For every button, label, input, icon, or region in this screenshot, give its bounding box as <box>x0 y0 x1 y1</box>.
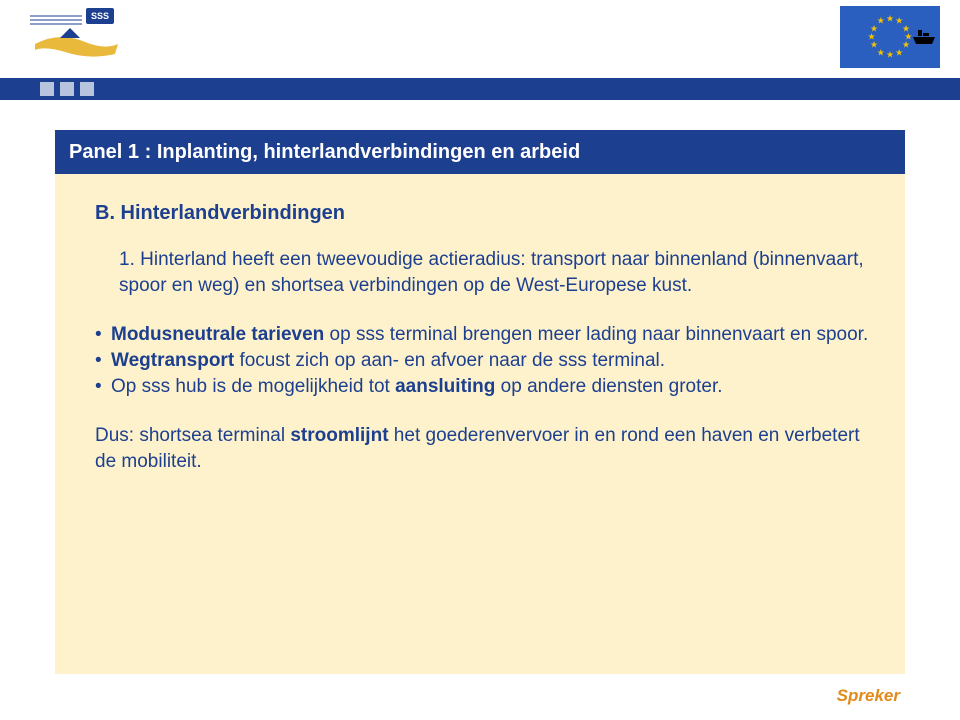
slide-body: B. Hinterlandverbindingen 1. Hinterland … <box>55 174 905 494</box>
bullet-item: • Op sss hub is de mogelijkheid tot aans… <box>95 374 875 400</box>
bullet-pre: Op sss hub is de mogelijkheid tot <box>111 376 395 397</box>
accent-bar <box>0 78 960 100</box>
sss-badge-text: SSS <box>91 11 109 21</box>
bullet-list: • Modusneutrale tarieven op sss terminal… <box>95 322 875 399</box>
conclusion: Dus: shortsea terminal stroomlijnt het g… <box>95 423 875 474</box>
ship-icon <box>912 28 936 46</box>
sss-logo: SSS <box>30 6 120 66</box>
intro-number: 1. <box>119 249 135 270</box>
intro-paragraph: 1. Hinterland heeft een tweevoudige acti… <box>119 247 875 298</box>
slide-content: Panel 1 : Inplanting, hinterlandverbindi… <box>55 130 905 674</box>
bar-square <box>40 82 54 96</box>
title-bar: Panel 1 : Inplanting, hinterlandverbindi… <box>55 130 905 174</box>
bar-square <box>80 82 94 96</box>
footer-label: Spreker <box>837 686 900 706</box>
bullet-rest: focust zich op aan- en afvoer naar de ss… <box>234 350 665 371</box>
bullet-item: • Wegtransport focust zich op aan- en af… <box>95 348 875 374</box>
bullet-item: • Modusneutrale tarieven op sss terminal… <box>95 322 875 348</box>
slide-title: Panel 1 : Inplanting, hinterlandverbindi… <box>69 141 580 164</box>
bullet-bold: Wegtransport <box>111 350 234 371</box>
subtitle: B. Hinterlandverbindingen <box>95 200 875 227</box>
intro-text: Hinterland heeft een tweevoudige actiera… <box>119 249 864 296</box>
conclusion-pre: Dus: shortsea terminal <box>95 425 290 446</box>
bullet-rest: op andere diensten groter. <box>495 376 722 397</box>
bullet-bold: aansluiting <box>395 376 495 397</box>
header-strip: SSS ★ ★ ★ ★ ★ ★ ★ ★ ★ ★ ★ ★ <box>0 0 960 80</box>
bullet-rest: op sss terminal brengen meer lading naar… <box>324 324 868 345</box>
bar-square <box>60 82 74 96</box>
conclusion-bold: stroomlijnt <box>290 425 388 446</box>
bullet-bold: Modusneutrale tarieven <box>111 324 324 345</box>
eu-badge: ★ ★ ★ ★ ★ ★ ★ ★ ★ ★ ★ ★ <box>840 6 940 68</box>
